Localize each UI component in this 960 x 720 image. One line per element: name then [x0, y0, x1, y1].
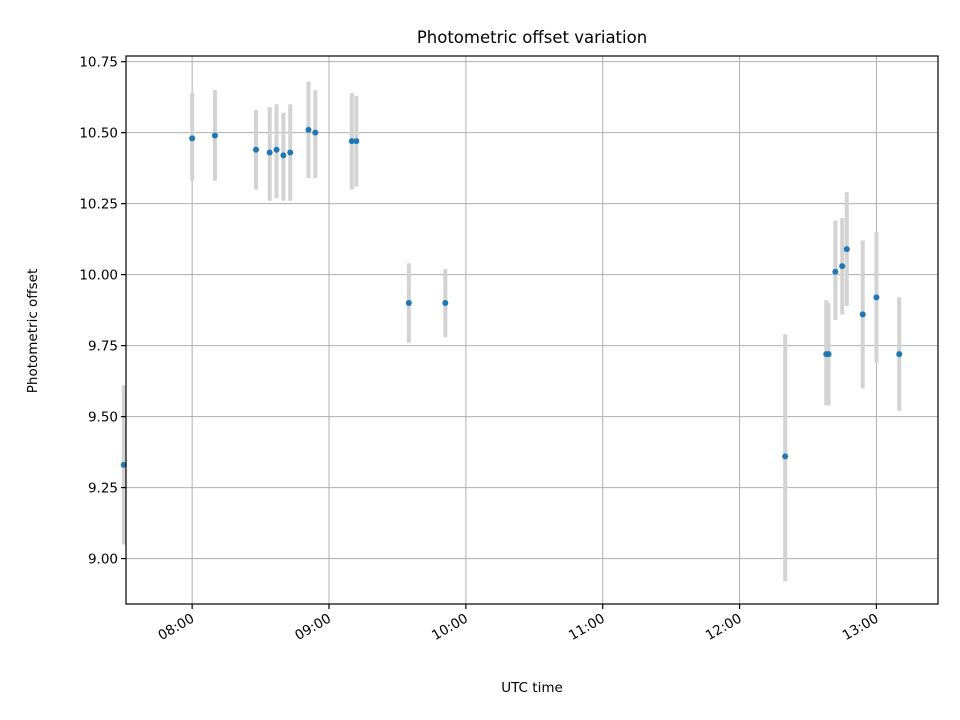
data-point: [120, 461, 127, 468]
data-point: [253, 146, 260, 153]
y-tick-label: 9.75: [88, 339, 118, 355]
plot-frame: [125, 55, 939, 605]
data-point: [832, 268, 839, 275]
y-tick-label: 10.75: [79, 55, 118, 71]
y-tick-label: 10.50: [79, 126, 118, 142]
y-tick-label: 10.25: [79, 197, 118, 213]
data-point: [839, 263, 846, 270]
data-point: [273, 146, 280, 153]
data-point: [348, 138, 355, 145]
data-point: [353, 138, 360, 145]
data-point: [266, 149, 273, 156]
data-point: [825, 351, 832, 358]
data-point: [442, 300, 449, 307]
data-point: [896, 351, 903, 358]
data-point: [312, 129, 319, 136]
y-axis-ticks: 9.00 9.25 9.50 9.75 10.00 10.25 10.50 10.75: [79, 55, 126, 568]
y-axis-label: Photometric offset: [25, 269, 41, 393]
data-point: [873, 294, 880, 301]
x-axis-label: UTC time: [501, 680, 563, 696]
data-point: [859, 311, 866, 318]
data-points: [120, 126, 903, 468]
data-point: [305, 126, 312, 133]
data-point: [211, 132, 218, 139]
y-tick-label: 9.50: [88, 410, 118, 426]
chart-title: Photometric offset variation: [417, 28, 647, 47]
data-point: [287, 149, 294, 156]
y-tick-label: 9.25: [88, 481, 118, 497]
data-point: [782, 453, 789, 460]
data-point: [843, 246, 850, 253]
y-tick-label: 9.00: [88, 552, 118, 568]
y-tick-label: 10.00: [79, 268, 118, 284]
data-point: [189, 135, 196, 142]
data-point: [405, 300, 412, 307]
data-point: [280, 152, 287, 159]
